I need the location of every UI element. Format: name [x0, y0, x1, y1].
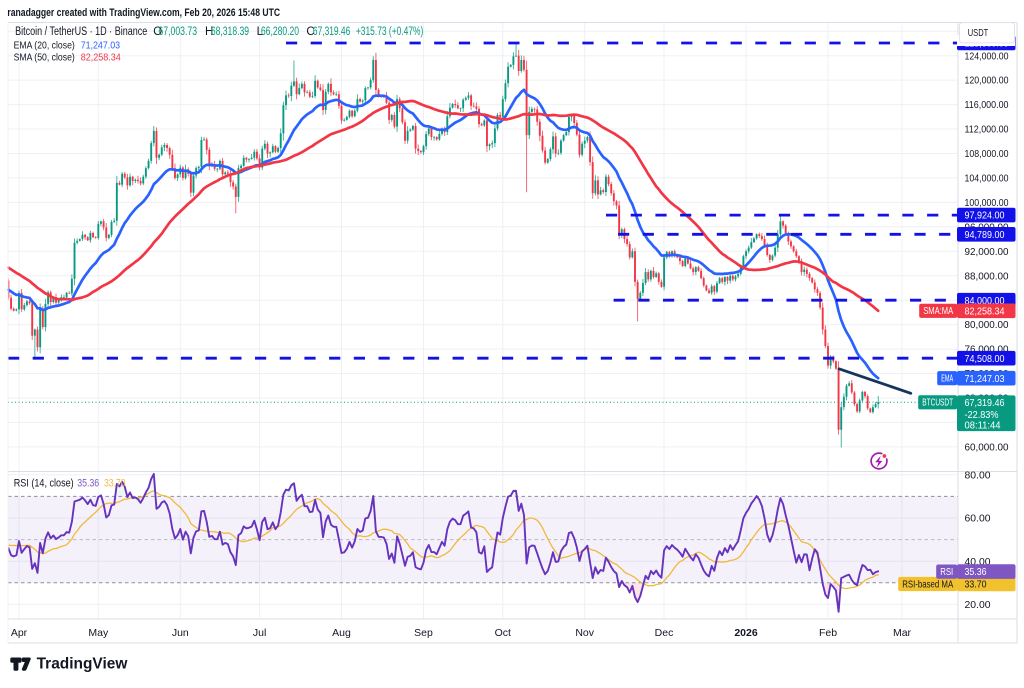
svg-text:Apr: Apr	[11, 627, 28, 639]
svg-text:RSI: RSI	[940, 567, 953, 578]
svg-text:74,508.00: 74,508.00	[965, 353, 1005, 365]
svg-text:Sep: Sep	[414, 627, 433, 639]
svg-text:Jun: Jun	[172, 627, 189, 639]
svg-text:71,247.03: 71,247.03	[81, 39, 121, 51]
svg-text:ranadagger created with Tradin: ranadagger created with TradingView.com,…	[7, 7, 280, 19]
svg-text:20.00: 20.00	[965, 599, 991, 611]
svg-text:L: L	[257, 26, 264, 38]
svg-text:71,247.03: 71,247.03	[965, 373, 1005, 385]
svg-text:94,789.00: 94,789.00	[965, 229, 1005, 241]
svg-text:BTCUSDT: BTCUSDT	[922, 398, 953, 409]
svg-text:67,319.46: 67,319.46	[313, 26, 350, 38]
svg-text:66,280.20: 66,280.20	[261, 26, 299, 38]
svg-text:68,318.39: 68,318.39	[211, 26, 249, 38]
svg-text:TradingView: TradingView	[37, 656, 129, 673]
svg-text:2026: 2026	[734, 627, 758, 639]
svg-text:100,000.00: 100,000.00	[965, 197, 1009, 209]
svg-text:67,319.46: 67,319.46	[965, 397, 1005, 409]
svg-text:Jul: Jul	[253, 627, 266, 639]
svg-text:C: C	[306, 26, 314, 38]
svg-text:May: May	[88, 627, 109, 639]
svg-text:108,000.00: 108,000.00	[965, 148, 1009, 160]
svg-text:SMA:MA: SMA:MA	[923, 306, 953, 317]
svg-text:08:11:44: 08:11:44	[965, 421, 1001, 432]
svg-text:82,258.34: 82,258.34	[81, 52, 121, 64]
svg-text:67,003.73: 67,003.73	[158, 26, 197, 38]
svg-text:Dec: Dec	[655, 627, 674, 639]
svg-text:60.00: 60.00	[965, 513, 991, 525]
svg-text:EMA: EMA	[941, 374, 953, 385]
svg-text:+315.73 (+0.47%): +315.73 (+0.47%)	[356, 26, 424, 38]
svg-text:104,000.00: 104,000.00	[965, 173, 1009, 185]
svg-text:35.36: 35.36	[965, 566, 987, 578]
svg-text:Bitcoin / TetherUS · 1D · Bina: Bitcoin / TetherUS · 1D · Binance	[15, 26, 147, 38]
svg-text:33.70: 33.70	[104, 478, 126, 490]
svg-text:116,000.00: 116,000.00	[965, 99, 1009, 111]
svg-text:92,000.00: 92,000.00	[965, 246, 1009, 258]
svg-text:88,000.00: 88,000.00	[965, 270, 1009, 282]
svg-text:Feb: Feb	[819, 627, 837, 639]
svg-text:60,000.00: 60,000.00	[965, 441, 1009, 453]
svg-text:-22.83%: -22.83%	[965, 410, 999, 421]
svg-text:SMA (50, close): SMA (50, close)	[14, 52, 75, 64]
svg-text:USDT: USDT	[968, 27, 989, 39]
svg-text:RSI-based MA: RSI-based MA	[902, 579, 953, 590]
svg-text:O: O	[153, 26, 162, 38]
svg-text:82,258.34: 82,258.34	[965, 305, 1005, 317]
svg-text:80.00: 80.00	[965, 469, 991, 481]
svg-text:Mar: Mar	[893, 627, 912, 639]
svg-text:EMA (20, close): EMA (20, close)	[14, 39, 75, 51]
svg-text:97,924.00: 97,924.00	[965, 210, 1005, 222]
svg-text:124,000.00: 124,000.00	[965, 50, 1009, 62]
svg-text:35.36: 35.36	[77, 478, 99, 490]
svg-text:80,000.00: 80,000.00	[965, 319, 1009, 331]
svg-text:RSI (14, close): RSI (14, close)	[14, 478, 74, 490]
svg-text:120,000.00: 120,000.00	[965, 75, 1009, 87]
svg-text:H: H	[205, 26, 213, 38]
svg-text:Oct: Oct	[495, 627, 511, 639]
svg-text:Aug: Aug	[332, 627, 351, 639]
svg-text:112,000.00: 112,000.00	[965, 124, 1009, 136]
svg-text:33.70: 33.70	[965, 579, 987, 591]
svg-text:Nov: Nov	[575, 627, 594, 639]
